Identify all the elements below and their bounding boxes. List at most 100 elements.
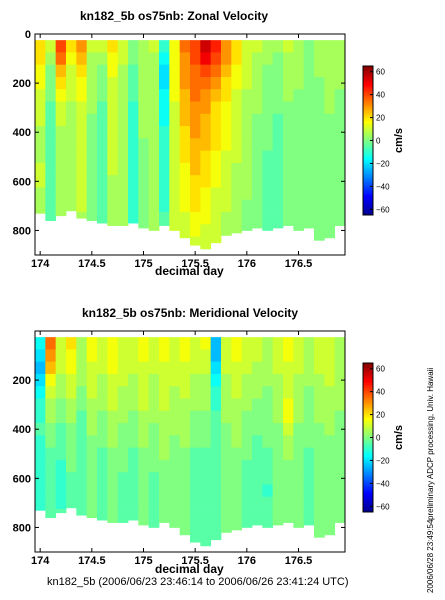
meridional-cell <box>169 386 181 399</box>
zonal-cell <box>252 138 263 152</box>
zonal-cell <box>86 113 98 127</box>
zonal-cell <box>128 138 139 152</box>
zonal-cell <box>45 162 57 176</box>
meridional-colorbar-segment <box>363 397 373 401</box>
zonal-cell <box>293 175 305 188</box>
zonal-cell <box>45 199 57 213</box>
meridional-cell <box>55 447 67 461</box>
meridional-cell <box>252 373 263 387</box>
zonal-cell <box>138 76 150 90</box>
zonal-cell <box>159 187 170 201</box>
meridional-cell <box>107 410 119 424</box>
meridional-cell <box>138 459 150 473</box>
meridional-cell <box>107 398 119 412</box>
zonal-cell <box>138 89 150 102</box>
zonal-cell <box>117 138 129 152</box>
meridional-cell <box>169 472 181 485</box>
zonal-cell <box>169 212 181 225</box>
meridional-ytick-label: 400 <box>13 424 31 436</box>
zonal-cell <box>252 150 263 164</box>
zonal-cell <box>334 150 346 164</box>
zonal-cell <box>86 187 98 201</box>
meridional-cell <box>283 509 294 522</box>
zonal-colorbar-segment <box>363 115 373 119</box>
zonal-cell <box>210 224 222 237</box>
zonal-cell <box>283 126 294 139</box>
zonal-cell <box>179 126 191 139</box>
zonal-cell <box>138 138 150 152</box>
zonal-ytick-label: 600 <box>13 176 31 188</box>
zonal-cell <box>272 76 284 90</box>
meridional-cell <box>314 533 325 538</box>
zonal-cell <box>128 126 139 139</box>
zonal-colorbar-tick-label: 0 <box>376 137 381 146</box>
zonal-cell <box>314 212 325 225</box>
zonal-cell <box>55 187 67 201</box>
zonal-cell <box>221 101 232 115</box>
meridional-velocity-xlabel: decimal day <box>155 562 224 576</box>
meridional-colorbar-segment <box>363 507 373 510</box>
meridional-velocity-title: kn182_5b os75nb: Meridional Velocity <box>82 306 299 320</box>
zonal-cell <box>210 150 222 164</box>
meridional-cell <box>293 337 305 350</box>
meridional-cell <box>283 447 294 461</box>
meridional-cell <box>200 435 212 449</box>
zonal-cell <box>324 212 336 225</box>
meridional-cell <box>190 386 201 399</box>
zonal-cell <box>241 199 253 213</box>
zonal-cell <box>148 224 160 231</box>
zonal-colorbar-segment <box>363 200 373 203</box>
meridional-cell <box>324 447 336 461</box>
meridional-cell <box>283 459 294 473</box>
meridional-cell <box>86 435 98 449</box>
zonal-cell <box>66 64 77 78</box>
zonal-colorbar-segment <box>363 172 373 176</box>
zonal-cell <box>200 199 212 213</box>
meridional-colorbar-tick-label: 60 <box>376 365 385 374</box>
meridional-cell <box>231 361 243 375</box>
zonal-cell <box>262 150 274 164</box>
zonal-cell <box>272 126 284 139</box>
zonal-cell <box>334 126 346 139</box>
meridional-cell <box>159 509 170 522</box>
meridional-cell <box>324 435 336 449</box>
meridional-cell <box>252 447 263 461</box>
zonal-cell <box>272 138 284 152</box>
meridional-cell <box>107 423 119 436</box>
zonal-cell <box>179 101 191 115</box>
meridional-cell <box>107 496 119 510</box>
zonal-cell <box>334 52 346 66</box>
meridional-cell <box>179 349 191 363</box>
zonal-cell <box>179 89 191 102</box>
meridional-cell <box>76 373 88 387</box>
zonal-colorbar-segment <box>363 175 373 179</box>
zonal-cell <box>200 40 212 53</box>
meridional-cell <box>272 361 284 375</box>
meridional-cell <box>210 521 222 534</box>
zonal-cell <box>221 224 232 236</box>
zonal-cell <box>262 199 274 213</box>
zonal-cell <box>169 224 181 231</box>
zonal-xtick-label: 174.5 <box>78 258 106 270</box>
meridional-cell <box>324 386 336 399</box>
zonal-colorbar-segment <box>363 80 373 84</box>
meridional-cell <box>148 386 160 399</box>
meridional-cell <box>190 496 201 510</box>
meridional-cell <box>241 435 253 449</box>
zonal-colorbar-tick-label: −40 <box>376 182 390 191</box>
meridional-cell <box>148 509 160 522</box>
zonal-cell <box>303 101 315 115</box>
zonal-cell <box>45 113 57 127</box>
zonal-cell <box>324 187 336 201</box>
meridional-cell <box>148 447 160 461</box>
zonal-cell <box>262 126 274 139</box>
zonal-colorbar-segment <box>363 177 373 181</box>
meridional-cell <box>45 435 57 449</box>
meridional-cell <box>241 349 253 363</box>
zonal-cell <box>107 150 119 164</box>
zonal-colorbar-segment <box>363 202 373 206</box>
meridional-cell <box>128 349 139 363</box>
zonal-cell <box>76 138 88 152</box>
zonal-cell <box>200 89 212 102</box>
zonal-colorbar-segment <box>363 123 373 126</box>
